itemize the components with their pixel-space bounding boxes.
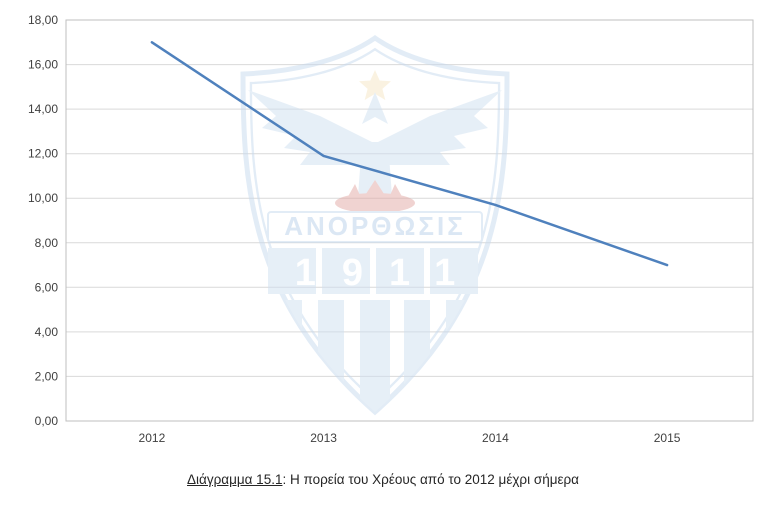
y-tick-label: 10,00 <box>28 191 58 205</box>
crest-club-name: ΑΝΟΡΘΩΣΙΣ <box>284 211 466 241</box>
chart-caption: Διάγραμμα 15.1: Η πορεία του Χρέους από … <box>0 472 766 487</box>
y-tick-label: 18,00 <box>28 13 58 27</box>
debt-line-series <box>150 41 669 267</box>
x-tick-label: 2012 <box>139 431 166 445</box>
x-tick-label: 2015 <box>654 431 681 445</box>
x-tick-label: 2014 <box>482 431 509 445</box>
series-group <box>150 41 669 267</box>
y-tick-label: 6,00 <box>35 280 59 294</box>
crest-eagle-icon <box>248 90 502 208</box>
y-tick-label: 14,00 <box>28 102 58 116</box>
crest-year-blocks <box>268 248 478 294</box>
crest-banner <box>267 211 483 243</box>
anorthosis-crest-watermark: ΑΝΟΡΘΩΣΙΣ 1911 <box>240 34 510 416</box>
caption-label: Διάγραμμα 15.1 <box>187 472 283 487</box>
line-chart: ΑΝΟΡΘΩΣΙΣ 1911 0,002,004,006,008 <box>28 13 754 445</box>
y-tick-label: 0,00 <box>35 414 59 428</box>
y-axis-labels-group: 0,00 2,00 4,00 6,00 8,00 10,00 12,00 14,00 16,00… <box>28 13 58 428</box>
plot-area-border <box>65 19 754 422</box>
crest-year: 1911 <box>295 252 481 294</box>
y-tick-label: 16,00 <box>28 58 58 72</box>
crest-stripes <box>276 300 472 412</box>
x-tick-label: 2013 <box>310 431 337 445</box>
y-tick-label: 4,00 <box>35 325 59 339</box>
y-tick-label: 2,00 <box>35 369 59 383</box>
plot-border-group <box>65 19 754 422</box>
y-tick-label: 12,00 <box>28 147 58 161</box>
caption-text: : Η πορεία του Χρέους από το 2012 μέχρι … <box>282 472 579 487</box>
x-axis-labels-group: 2012 2013 2014 2015 <box>139 431 681 445</box>
y-tick-label: 8,00 <box>35 236 59 250</box>
crest-star-icon <box>359 70 391 100</box>
crest-flame-icon <box>335 180 415 213</box>
